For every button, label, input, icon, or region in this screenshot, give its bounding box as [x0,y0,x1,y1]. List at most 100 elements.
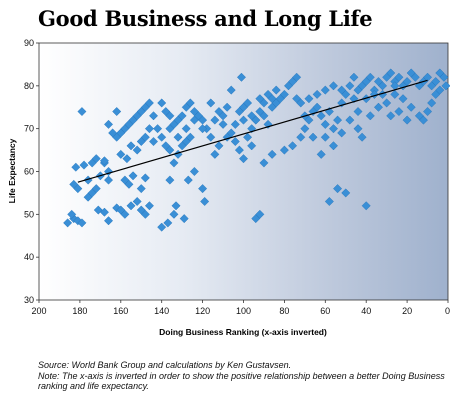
data-point [382,98,392,108]
data-point [230,119,240,129]
data-point [163,218,173,228]
data-point [214,141,224,151]
data-point [320,85,330,95]
x-tick-label: 0 [445,306,450,316]
data-point [337,128,347,138]
data-point [439,72,449,82]
data-point [198,124,208,134]
data-point [179,214,189,224]
y-tick-label: 60 [24,167,34,177]
data-point [243,132,253,142]
x-axis: 200 180 160 140 120 100 80 60 40 20 0 [31,300,450,316]
data-point [104,175,114,185]
data-point [402,115,412,125]
data-point [218,119,228,129]
data-point [206,132,216,142]
data-point [157,98,167,108]
data-point [441,81,450,91]
data-point [304,94,314,104]
data-point [77,107,87,117]
data-point [345,81,355,91]
data-point [316,111,326,121]
data-points [63,68,450,232]
data-point [104,216,114,226]
data-point [406,102,416,112]
data-point [230,137,240,146]
data-point [320,132,330,142]
data-point [267,94,277,104]
data-point [77,218,87,228]
data-point [116,149,126,159]
data-point [140,132,150,142]
x-axis-label: Doing Business Ranking (x-axis inverted) [159,327,327,337]
data-point [255,209,265,219]
data-point [394,107,404,117]
data-point [140,209,150,219]
data-point [361,201,371,211]
data-point [128,171,138,181]
data-point [353,124,363,134]
data-point [353,85,363,95]
data-point [165,111,175,121]
data-point [386,68,396,78]
data-point [236,72,246,82]
x-tick-label: 80 [279,306,289,316]
data-point [333,115,343,125]
data-point [328,141,338,151]
data-point [234,145,244,155]
data-point [259,98,269,108]
data-point [423,72,433,82]
footnote: Source: World Bank Group and calculation… [38,360,446,392]
data-point [300,124,310,134]
data-point [316,149,326,159]
data-point [292,72,302,82]
data-point [165,124,175,134]
footnote-source: Source: World Bank Group and calculation… [38,360,292,370]
y-tick-label: 80 [24,81,34,91]
data-point [365,111,375,121]
data-point [386,111,396,121]
data-point [171,201,181,211]
data-point [173,149,183,159]
data-point [357,132,367,142]
data-point [169,158,179,168]
data-point [173,132,183,142]
data-point [120,209,130,219]
data-point [410,72,420,82]
data-point [177,111,187,121]
x-tick-label: 20 [402,306,412,316]
data-point [394,72,404,82]
data-point [353,107,363,117]
data-point [312,89,322,99]
data-point [328,124,338,134]
data-point [157,132,167,142]
data-point [271,85,281,95]
data-point [144,201,154,211]
data-point [390,89,400,99]
x-tick-label: 200 [31,306,46,316]
chart-title: Good Business and Long Life [38,6,373,31]
y-tick-label: 50 [24,209,34,219]
data-point [69,179,79,189]
x-tick-label: 160 [113,306,128,316]
data-point [312,102,322,112]
data-point [267,149,277,159]
y-tick-label: 30 [24,295,34,305]
data-point [288,141,298,151]
data-point [365,72,375,82]
x-tick-label: 140 [154,306,169,316]
data-point [126,201,136,211]
data-point [99,156,109,166]
data-point [149,137,159,146]
data-point [157,222,167,232]
y-axis: 30 40 50 60 70 80 90 [24,38,39,305]
data-point [279,89,289,99]
data-point [149,111,159,121]
data-point [349,72,359,82]
data-point [189,167,199,176]
data-point [108,128,118,138]
data-point [169,209,179,219]
x-tick-label: 100 [236,306,251,316]
data-point [136,184,146,194]
